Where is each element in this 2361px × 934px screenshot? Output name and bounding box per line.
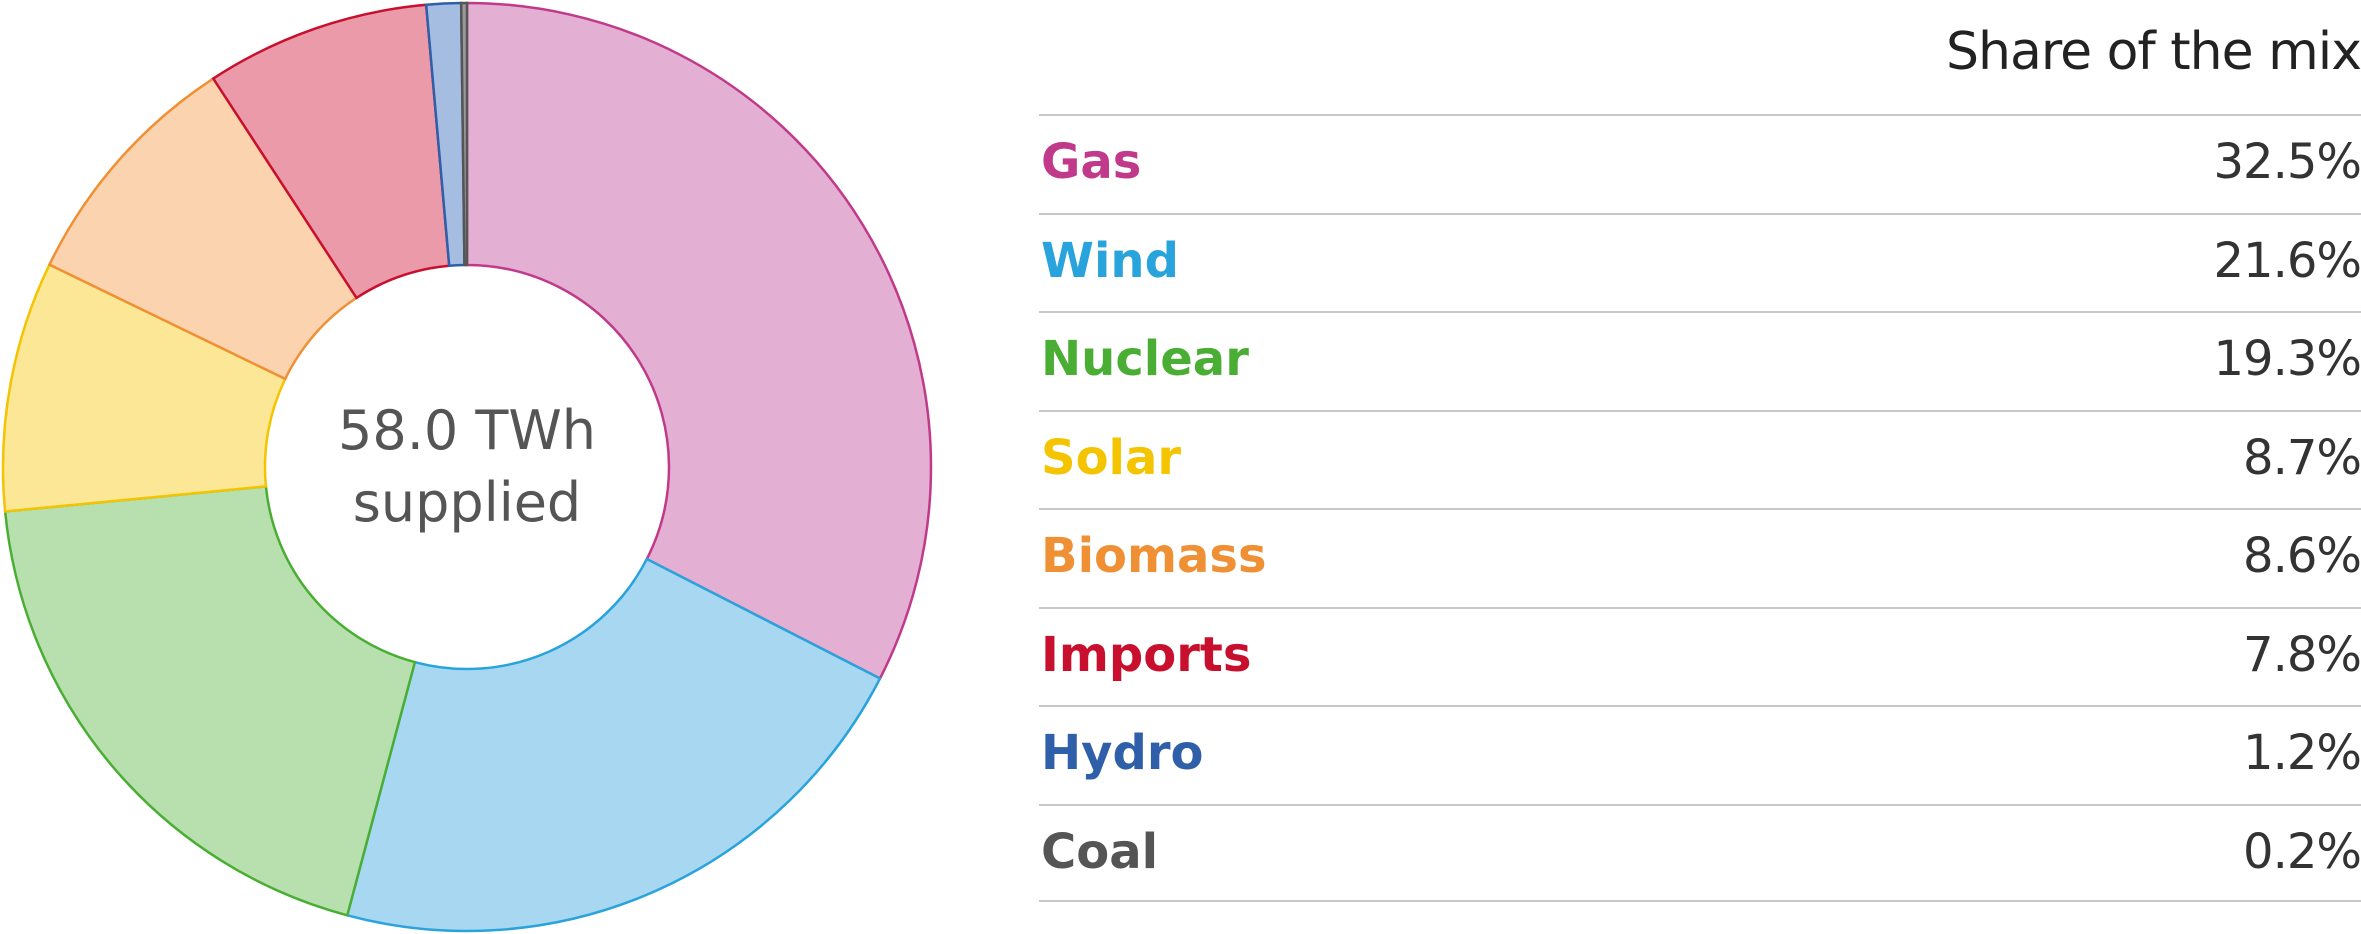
legend-label-solar: Solar xyxy=(1041,429,1182,486)
donut-chart xyxy=(1,1,933,933)
legend-value-wind: 21.6% xyxy=(2213,232,2361,289)
legend-value-coal: 0.2% xyxy=(2243,823,2361,880)
donut-slice-gas xyxy=(465,1,933,681)
donut-slice-nuclear xyxy=(3,484,417,917)
legend-value-hydro: 1.2% xyxy=(2243,725,2361,781)
donut-center-label: 58.0 TWh supplied xyxy=(267,395,667,539)
total-supplied-caption: supplied xyxy=(352,471,582,534)
legend-row-solar: Solar 8.7% xyxy=(1039,409,2361,508)
legend-value-nuclear: 19.3% xyxy=(2213,331,2361,387)
legend-value-imports: 7.8% xyxy=(2243,626,2361,683)
legend-value-biomass: 8.6% xyxy=(2243,528,2361,584)
legend-row-imports: Imports 7.8% xyxy=(1039,606,2361,705)
donut-slice-solar xyxy=(1,262,287,513)
total-supplied-value: 58.0 TWh xyxy=(337,399,596,462)
legend-row-nuclear: Nuclear 19.3% xyxy=(1039,311,2361,409)
legend-label-hydro: Hydro xyxy=(1041,725,1204,781)
donut-slice-wind xyxy=(345,557,882,933)
donut-slice-coal xyxy=(459,1,469,267)
legend-value-gas: 32.5% xyxy=(2213,134,2361,190)
legend-label-coal: Coal xyxy=(1041,823,1159,880)
legend-value-solar: 8.7% xyxy=(2243,429,2361,486)
legend-label-gas: Gas xyxy=(1041,134,1142,190)
legend-label-nuclear: Nuclear xyxy=(1041,331,1249,387)
legend-row-hydro: Hydro 1.2% xyxy=(1039,705,2361,803)
legend-label-wind: Wind xyxy=(1041,232,1179,289)
share-column-header: Share of the mix xyxy=(1946,22,2361,82)
legend-row-coal: Coal 0.2% xyxy=(1039,803,2361,902)
legend-label-biomass: Biomass xyxy=(1041,528,1267,584)
legend-label-imports: Imports xyxy=(1041,626,1252,683)
legend-row-biomass: Biomass 8.6% xyxy=(1039,508,2361,606)
donut-slices xyxy=(1,1,933,933)
legend-table: Share of the mix Gas 32.5% Wind 21.6% Nuclea… xyxy=(1039,0,2361,934)
legend-row-wind: Wind 21.6% xyxy=(1039,212,2361,311)
legend-row-gas: Gas 32.5% xyxy=(1039,114,2361,212)
